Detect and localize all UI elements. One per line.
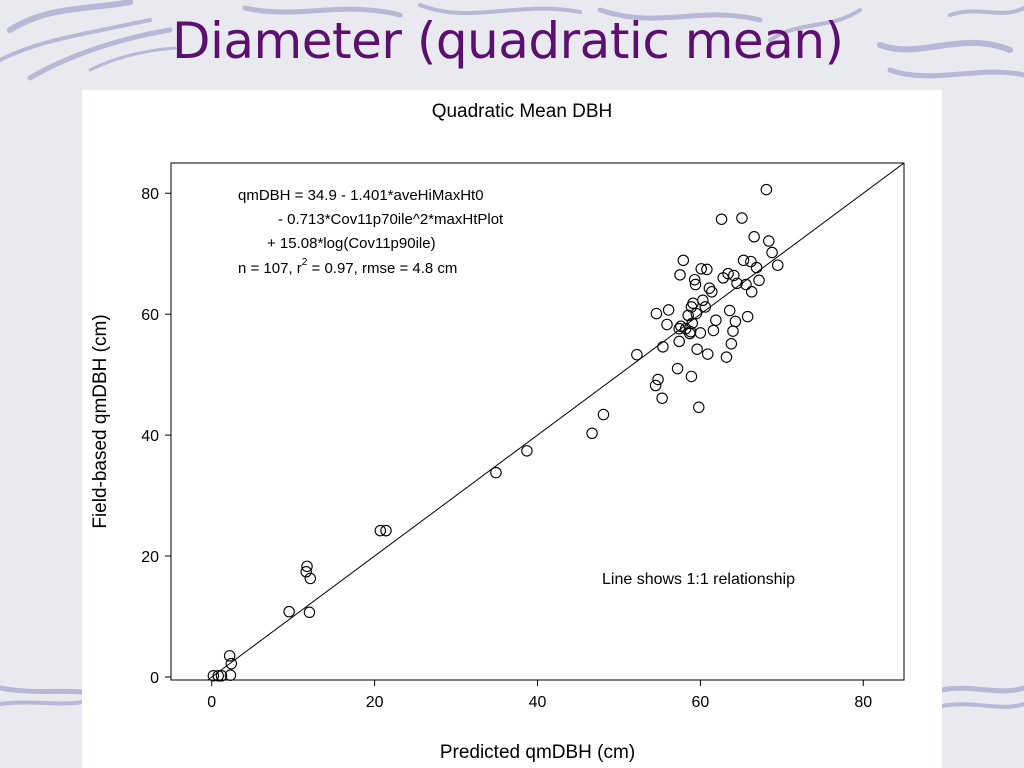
data-point (689, 278, 702, 291)
x-tick-label: 40 (529, 694, 547, 711)
data-point (725, 338, 738, 350)
data-point (673, 335, 685, 348)
data-point (374, 524, 387, 537)
equation-line-1: qmDBH = 34.9 - 1.401*aveHiMaxHt0 (238, 187, 484, 204)
data-point (753, 274, 765, 287)
data-point (304, 572, 317, 585)
data-point (650, 307, 663, 320)
x-axis: 0 20 40 60 80 (207, 680, 872, 711)
data-point (301, 560, 313, 573)
data-point (674, 269, 686, 281)
data-point (694, 327, 707, 339)
equation-line-3: + 15.08*log(Cov11p90ile) (267, 235, 436, 252)
data-point (701, 263, 713, 276)
data-point (303, 606, 316, 619)
data-point (699, 301, 712, 313)
data-point (715, 213, 728, 225)
data-point (657, 341, 669, 353)
data-point (224, 669, 237, 681)
data-point (215, 670, 228, 682)
y-tick-label: 0 (150, 670, 159, 687)
data-point (212, 670, 224, 682)
data-point (760, 183, 773, 196)
data-point (691, 343, 703, 355)
data-point (207, 670, 220, 682)
data-point (737, 254, 750, 267)
data-point (720, 351, 733, 363)
y-tick-label: 80 (141, 186, 159, 203)
data-point (728, 269, 740, 282)
data-points (207, 183, 784, 682)
data-point (631, 348, 643, 361)
x-axis-label: Predicted qmDBH (cm) (440, 742, 635, 763)
reference-line (207, 162, 905, 681)
data-point (597, 408, 610, 421)
y-axis: 0 20 40 60 80 (141, 186, 171, 687)
scatter-chart: Quadratic Mean DBH 0 20 40 60 80 0 20 40 60 80 q… (90, 101, 905, 763)
stats-line: n = 107, r2 = 0.97, rmse = 4.8 cm (238, 257, 457, 277)
data-point (722, 267, 734, 280)
chart-title: Quadratic Mean DBH (432, 101, 613, 122)
data-point (701, 348, 714, 360)
data-point (521, 445, 533, 457)
data-point (652, 373, 664, 386)
x-tick-label: 80 (854, 694, 872, 711)
y-tick-label: 60 (141, 307, 159, 324)
data-point (707, 324, 720, 337)
y-tick-label: 20 (141, 549, 159, 566)
data-point (723, 304, 736, 317)
data-point (661, 318, 673, 331)
data-point (662, 304, 675, 316)
data-point (745, 255, 757, 268)
data-point (703, 282, 716, 294)
data-point (300, 566, 312, 578)
stats-superscript: 2 (302, 257, 308, 268)
data-point (677, 254, 690, 267)
data-point (673, 322, 685, 335)
data-point (763, 235, 775, 247)
data-point (380, 524, 392, 537)
data-point (586, 427, 598, 440)
equation-line-2: - 0.713*Cov11p70ile^2*maxHtPlot (278, 211, 504, 228)
data-point (688, 273, 701, 286)
stats-suffix: = 0.97, rmse = 4.8 cm (307, 260, 457, 277)
x-tick-label: 60 (691, 694, 709, 711)
data-point (729, 315, 742, 328)
data-point (740, 278, 752, 291)
data-point (223, 650, 236, 662)
data-point (710, 314, 722, 326)
data-point (750, 261, 763, 274)
data-point (697, 294, 709, 307)
data-point (736, 212, 748, 224)
data-point (656, 392, 668, 404)
chart-panel: Quadratic Mean DBH 0 20 40 60 80 0 20 40 60 80 q… (82, 90, 942, 768)
slide-title: Diameter (quadratic mean) (172, 12, 844, 70)
data-point (741, 310, 754, 323)
data-point (684, 327, 696, 340)
data-point (690, 307, 703, 320)
swirl-decoration (0, 0, 1024, 709)
data-point (731, 277, 743, 290)
data-point (225, 657, 238, 670)
data-point (695, 263, 707, 275)
stats-prefix: n = 107, r (238, 260, 302, 277)
x-tick-label: 20 (366, 694, 384, 711)
reference-line-label: Line shows 1:1 relationship (602, 571, 795, 588)
data-point (283, 605, 295, 618)
data-point (766, 246, 778, 259)
data-point (745, 286, 758, 298)
equation-annotation: qmDBH = 34.9 - 1.401*aveHiMaxHt0 - 0.713… (238, 187, 504, 277)
data-point (693, 401, 705, 414)
y-tick-label: 40 (141, 428, 159, 445)
data-point (649, 379, 662, 392)
data-point (748, 231, 760, 243)
data-point (685, 370, 698, 383)
x-tick-label: 0 (207, 694, 216, 711)
data-point (706, 286, 718, 298)
data-point (490, 466, 502, 479)
y-axis-label: Field-based qmDBH (cm) (90, 314, 111, 528)
data-point (772, 259, 784, 271)
data-point (727, 325, 739, 337)
data-point (671, 362, 684, 375)
